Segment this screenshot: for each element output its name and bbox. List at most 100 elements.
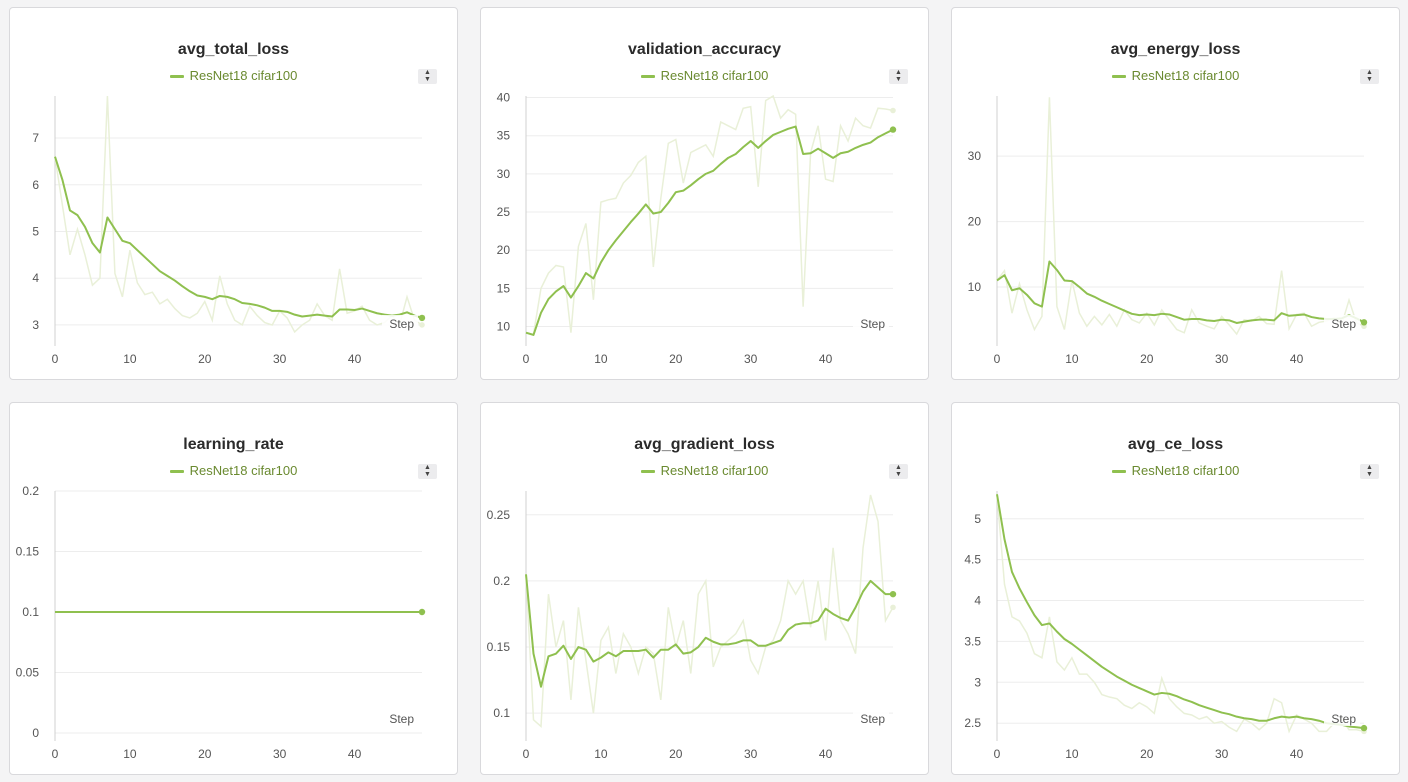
x-tick-label: 40: [1290, 352, 1304, 366]
y-tick-label: 4: [32, 271, 39, 285]
sort-arrows-icon[interactable]: ▲ ▼: [1360, 69, 1379, 84]
legend-label: ResNet18 cifar100: [660, 463, 769, 478]
legend-label: ResNet18 cifar100: [1131, 68, 1240, 83]
series-line[interactable]: [54, 156, 423, 319]
chart-svg[interactable]: 3 4 5 6 7 0 10 20 30 40 Step: [10, 8, 458, 380]
chart-panel-avg-total-loss: avg_total_loss ResNet18 cifar100 ▲ ▼ 3 4 5 6…: [9, 7, 458, 380]
x-axis-label: Step: [389, 317, 414, 331]
sort-arrows-icon[interactable]: ▲ ▼: [418, 464, 437, 479]
x-tick-label: 0: [52, 352, 59, 366]
y-tick-label: 20: [968, 215, 982, 229]
x-tick-label: 30: [744, 352, 758, 366]
y-tick-label: 10: [968, 280, 982, 294]
chart-svg[interactable]: 10 15 20 25 30 35 40 0 10 20 30 40 Step: [481, 8, 929, 380]
step-label-bg: [382, 315, 418, 331]
chart-panel-avg-gradient-loss: avg_gradient_loss ResNet18 cifar100 ▲ ▼ 0…: [480, 402, 929, 775]
series-line[interactable]: [996, 260, 1365, 324]
series-raw-line: [525, 494, 894, 728]
step-label-bg: [1324, 315, 1360, 331]
chart-legend[interactable]: ResNet18 cifar100: [952, 68, 1399, 83]
x-tick-label: 10: [1065, 352, 1079, 366]
y-tick-label: 6: [32, 178, 39, 192]
chart-title: avg_total_loss: [177, 41, 290, 58]
series-line[interactable]: [525, 125, 894, 336]
legend-label: ResNet18 cifar100: [1131, 463, 1240, 478]
y-tick-label: 0.2: [22, 484, 39, 498]
step-label-bg: [853, 315, 889, 331]
raw-end-point: [890, 604, 896, 611]
x-tick-label: 0: [52, 747, 59, 761]
x-tick-label: 10: [123, 747, 137, 761]
raw-end-point: [419, 322, 425, 328]
chart-legend[interactable]: ResNet18 cifar100: [481, 463, 928, 478]
sort-arrows-icon[interactable]: ▲ ▼: [1360, 464, 1379, 479]
chart-title: avg_ce_loss: [1127, 436, 1224, 453]
x-tick-label: 40: [819, 747, 833, 761]
chart-svg[interactable]: 10 20 30 0 10 20 30 40 Step: [952, 8, 1400, 380]
series-line[interactable]: [996, 494, 1365, 730]
series-end-point[interactable]: [1360, 319, 1368, 326]
x-tick-label: 30: [273, 747, 287, 761]
chart-panel-avg-energy-loss: avg_energy_loss ResNet18 cifar100 ▲ ▼ 10 2…: [951, 7, 1400, 380]
y-tick-label: 2.5: [964, 716, 981, 730]
x-tick-label: 10: [594, 352, 608, 366]
chart-title: avg_energy_loss: [1110, 41, 1241, 58]
x-axis-label: Step: [389, 712, 414, 726]
x-tick-label: 30: [1215, 352, 1229, 366]
chart-legend[interactable]: ResNet18 cifar100: [952, 463, 1399, 478]
y-tick-label: 4.5: [964, 553, 981, 567]
chart-legend[interactable]: ResNet18 cifar100: [10, 463, 457, 478]
y-tick-label: 0.1: [22, 605, 39, 619]
y-tick-label: 40: [497, 91, 511, 105]
step-label-bg: [1324, 710, 1360, 726]
y-tick-label: 20: [497, 243, 511, 257]
chart-svg[interactable]: 0 0.05 0.1 0.15 0.2 0 10 20 30 40 Step: [10, 403, 458, 775]
series-end-point[interactable]: [418, 608, 426, 616]
series-raw-line: [996, 494, 1365, 734]
series-raw-line: [54, 95, 423, 334]
x-tick-label: 20: [1140, 747, 1154, 761]
y-tick-label: 30: [968, 149, 982, 163]
y-tick-label: 3: [32, 318, 39, 332]
series-end-point[interactable]: [418, 314, 426, 322]
y-tick-label: 3.5: [964, 634, 981, 648]
y-tick-label: 5: [974, 512, 981, 526]
x-tick-label: 40: [819, 352, 833, 366]
legend-swatch: [1111, 470, 1126, 474]
legend-swatch: [169, 470, 184, 474]
legend-swatch: [640, 75, 655, 79]
step-label-bg: [853, 710, 889, 726]
y-tick-label: 0.25: [487, 508, 511, 522]
sort-arrows-icon[interactable]: ▲ ▼: [889, 464, 908, 479]
x-tick-label: 10: [594, 747, 608, 761]
y-tick-label: 30: [497, 167, 511, 181]
sort-arrows-icon[interactable]: ▲ ▼: [418, 69, 437, 84]
y-tick-label: 7: [32, 131, 39, 145]
chart-legend[interactable]: ResNet18 cifar100: [10, 68, 457, 83]
legend-label: ResNet18 cifar100: [189, 463, 298, 478]
y-tick-label: 10: [497, 320, 511, 334]
x-axis-label: Step: [1331, 712, 1356, 726]
y-tick-label: 25: [497, 205, 511, 219]
series-end-point[interactable]: [1360, 724, 1368, 732]
series-end-point[interactable]: [889, 590, 897, 598]
series-raw-line: [996, 97, 1365, 336]
chart-svg[interactable]: 2.5 3 3.5 4 4.5 5 0 10 20 30 40 Step: [952, 403, 1400, 775]
x-tick-label: 30: [744, 747, 758, 761]
series-line[interactable]: [525, 574, 893, 688]
y-tick-label: 15: [497, 281, 511, 295]
chart-legend[interactable]: ResNet18 cifar100: [481, 68, 928, 83]
x-tick-label: 0: [523, 747, 530, 761]
x-tick-label: 20: [198, 352, 212, 366]
chart-title: validation_accuracy: [628, 41, 781, 58]
y-tick-label: 4: [974, 594, 981, 608]
x-tick-label: 20: [669, 747, 683, 761]
legend-swatch: [640, 470, 655, 474]
x-tick-label: 10: [123, 352, 137, 366]
x-tick-label: 20: [669, 352, 683, 366]
sort-arrows-icon[interactable]: ▲ ▼: [889, 69, 908, 84]
chart-svg[interactable]: 0.1 0.15 0.2 0.25 0 10 20 30 40 Step: [481, 403, 929, 775]
series-end-point[interactable]: [889, 126, 897, 133]
y-tick-label: 0.2: [493, 574, 510, 588]
y-tick-label: 5: [32, 224, 39, 238]
